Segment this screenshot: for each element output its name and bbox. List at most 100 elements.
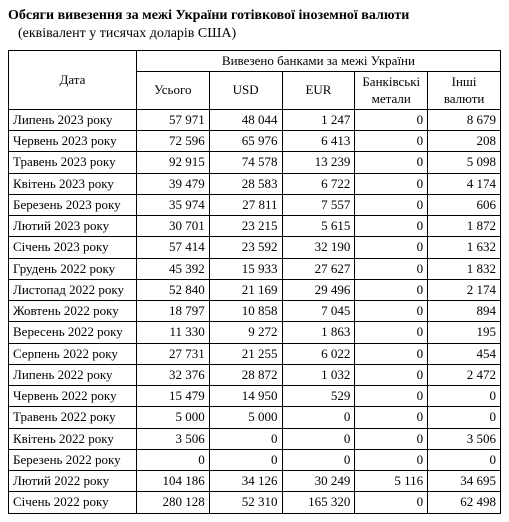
date-cell: Вересень 2022 року xyxy=(9,322,137,343)
value-cell: 0 xyxy=(209,449,282,470)
col-header-metals: Банківські метали xyxy=(355,72,428,110)
table-row: Травень 2023 року92 91574 57813 23905 09… xyxy=(9,152,501,173)
currency-export-table: Дата Вивезено банками за межі України Ус… xyxy=(8,50,501,514)
value-cell: 0 xyxy=(355,237,428,258)
value-cell: 92 915 xyxy=(136,152,209,173)
value-cell: 23 592 xyxy=(209,237,282,258)
value-cell: 0 xyxy=(355,152,428,173)
col-header-total: Усього xyxy=(136,72,209,110)
date-cell: Грудень 2022 року xyxy=(9,258,137,279)
value-cell: 0 xyxy=(355,492,428,513)
value-cell: 0 xyxy=(355,428,428,449)
date-cell: Липень 2022 року xyxy=(9,364,137,385)
date-cell: Липень 2023 року xyxy=(9,109,137,130)
value-cell: 65 976 xyxy=(209,131,282,152)
value-cell: 0 xyxy=(355,449,428,470)
table-body: Липень 2023 року57 97148 0441 24708 679Ч… xyxy=(9,109,501,513)
table-row: Серпень 2022 року27 73121 2556 0220454 xyxy=(9,343,501,364)
date-cell: Березень 2023 року xyxy=(9,194,137,215)
date-cell: Жовтень 2022 року xyxy=(9,301,137,322)
value-cell: 28 872 xyxy=(209,364,282,385)
value-cell: 10 858 xyxy=(209,301,282,322)
value-cell: 57 971 xyxy=(136,109,209,130)
table-row: Лютий 2023 року30 70123 2155 61501 872 xyxy=(9,216,501,237)
value-cell: 1 872 xyxy=(428,216,501,237)
value-cell: 0 xyxy=(355,258,428,279)
value-cell: 0 xyxy=(282,407,355,428)
value-cell: 30 701 xyxy=(136,216,209,237)
date-cell: Червень 2022 року xyxy=(9,386,137,407)
table-row: Березень 2023 року35 97427 8117 5570606 xyxy=(9,194,501,215)
date-cell: Квітень 2023 року xyxy=(9,173,137,194)
value-cell: 14 950 xyxy=(209,386,282,407)
table-row: Січень 2023 року57 41423 59232 19001 632 xyxy=(9,237,501,258)
value-cell: 74 578 xyxy=(209,152,282,173)
value-cell: 28 583 xyxy=(209,173,282,194)
date-cell: Травень 2022 року xyxy=(9,407,137,428)
value-cell: 15 479 xyxy=(136,386,209,407)
value-cell: 6 022 xyxy=(282,343,355,364)
table-row: Червень 2022 року15 47914 95052900 xyxy=(9,386,501,407)
value-cell: 280 128 xyxy=(136,492,209,513)
table-row: Жовтень 2022 року18 79710 8587 0450894 xyxy=(9,301,501,322)
value-cell: 0 xyxy=(282,449,355,470)
table-row: Липень 2023 року57 97148 0441 24708 679 xyxy=(9,109,501,130)
col-header-group: Вивезено банками за межі України xyxy=(136,51,500,72)
value-cell: 606 xyxy=(428,194,501,215)
page-subtitle: (еквівалент у тисячах доларів США) xyxy=(8,26,501,42)
date-cell: Лютий 2023 року xyxy=(9,216,137,237)
date-cell: Квітень 2022 року xyxy=(9,428,137,449)
date-cell: Лютий 2022 року xyxy=(9,471,137,492)
value-cell: 45 392 xyxy=(136,258,209,279)
value-cell: 0 xyxy=(355,131,428,152)
value-cell: 27 731 xyxy=(136,343,209,364)
value-cell: 9 272 xyxy=(209,322,282,343)
date-cell: Березень 2022 року xyxy=(9,449,137,470)
table-row: Травень 2022 року5 0005 000000 xyxy=(9,407,501,428)
value-cell: 1 863 xyxy=(282,322,355,343)
value-cell: 195 xyxy=(428,322,501,343)
value-cell: 15 933 xyxy=(209,258,282,279)
value-cell: 18 797 xyxy=(136,301,209,322)
value-cell: 529 xyxy=(282,386,355,407)
value-cell: 0 xyxy=(428,407,501,428)
value-cell: 0 xyxy=(355,109,428,130)
value-cell: 208 xyxy=(428,131,501,152)
value-cell: 23 215 xyxy=(209,216,282,237)
date-cell: Січень 2023 року xyxy=(9,237,137,258)
value-cell: 0 xyxy=(355,216,428,237)
value-cell: 0 xyxy=(355,407,428,428)
page-title: Обсяги вивезення за межі України готівко… xyxy=(8,8,501,24)
value-cell: 165 320 xyxy=(282,492,355,513)
value-cell: 1 032 xyxy=(282,364,355,385)
value-cell: 34 126 xyxy=(209,471,282,492)
date-cell: Листопад 2022 року xyxy=(9,279,137,300)
value-cell: 5 116 xyxy=(355,471,428,492)
value-cell: 32 190 xyxy=(282,237,355,258)
value-cell: 7 045 xyxy=(282,301,355,322)
value-cell: 35 974 xyxy=(136,194,209,215)
table-row: Грудень 2022 року45 39215 93327 62701 83… xyxy=(9,258,501,279)
value-cell: 0 xyxy=(355,364,428,385)
value-cell: 6 722 xyxy=(282,173,355,194)
value-cell: 39 479 xyxy=(136,173,209,194)
value-cell: 7 557 xyxy=(282,194,355,215)
value-cell: 57 414 xyxy=(136,237,209,258)
col-header-other: Інші валюти xyxy=(428,72,501,110)
value-cell: 0 xyxy=(355,173,428,194)
table-row: Вересень 2022 року11 3309 2721 8630195 xyxy=(9,322,501,343)
value-cell: 29 496 xyxy=(282,279,355,300)
value-cell: 894 xyxy=(428,301,501,322)
value-cell: 32 376 xyxy=(136,364,209,385)
value-cell: 0 xyxy=(209,428,282,449)
value-cell: 2 174 xyxy=(428,279,501,300)
value-cell: 0 xyxy=(282,428,355,449)
col-header-eur: EUR xyxy=(282,72,355,110)
date-cell: Травень 2023 року xyxy=(9,152,137,173)
date-cell: Червень 2023 року xyxy=(9,131,137,152)
value-cell: 6 413 xyxy=(282,131,355,152)
value-cell: 52 840 xyxy=(136,279,209,300)
value-cell: 0 xyxy=(136,449,209,470)
table-row: Січень 2022 року280 12852 310165 320062 … xyxy=(9,492,501,513)
value-cell: 0 xyxy=(355,322,428,343)
